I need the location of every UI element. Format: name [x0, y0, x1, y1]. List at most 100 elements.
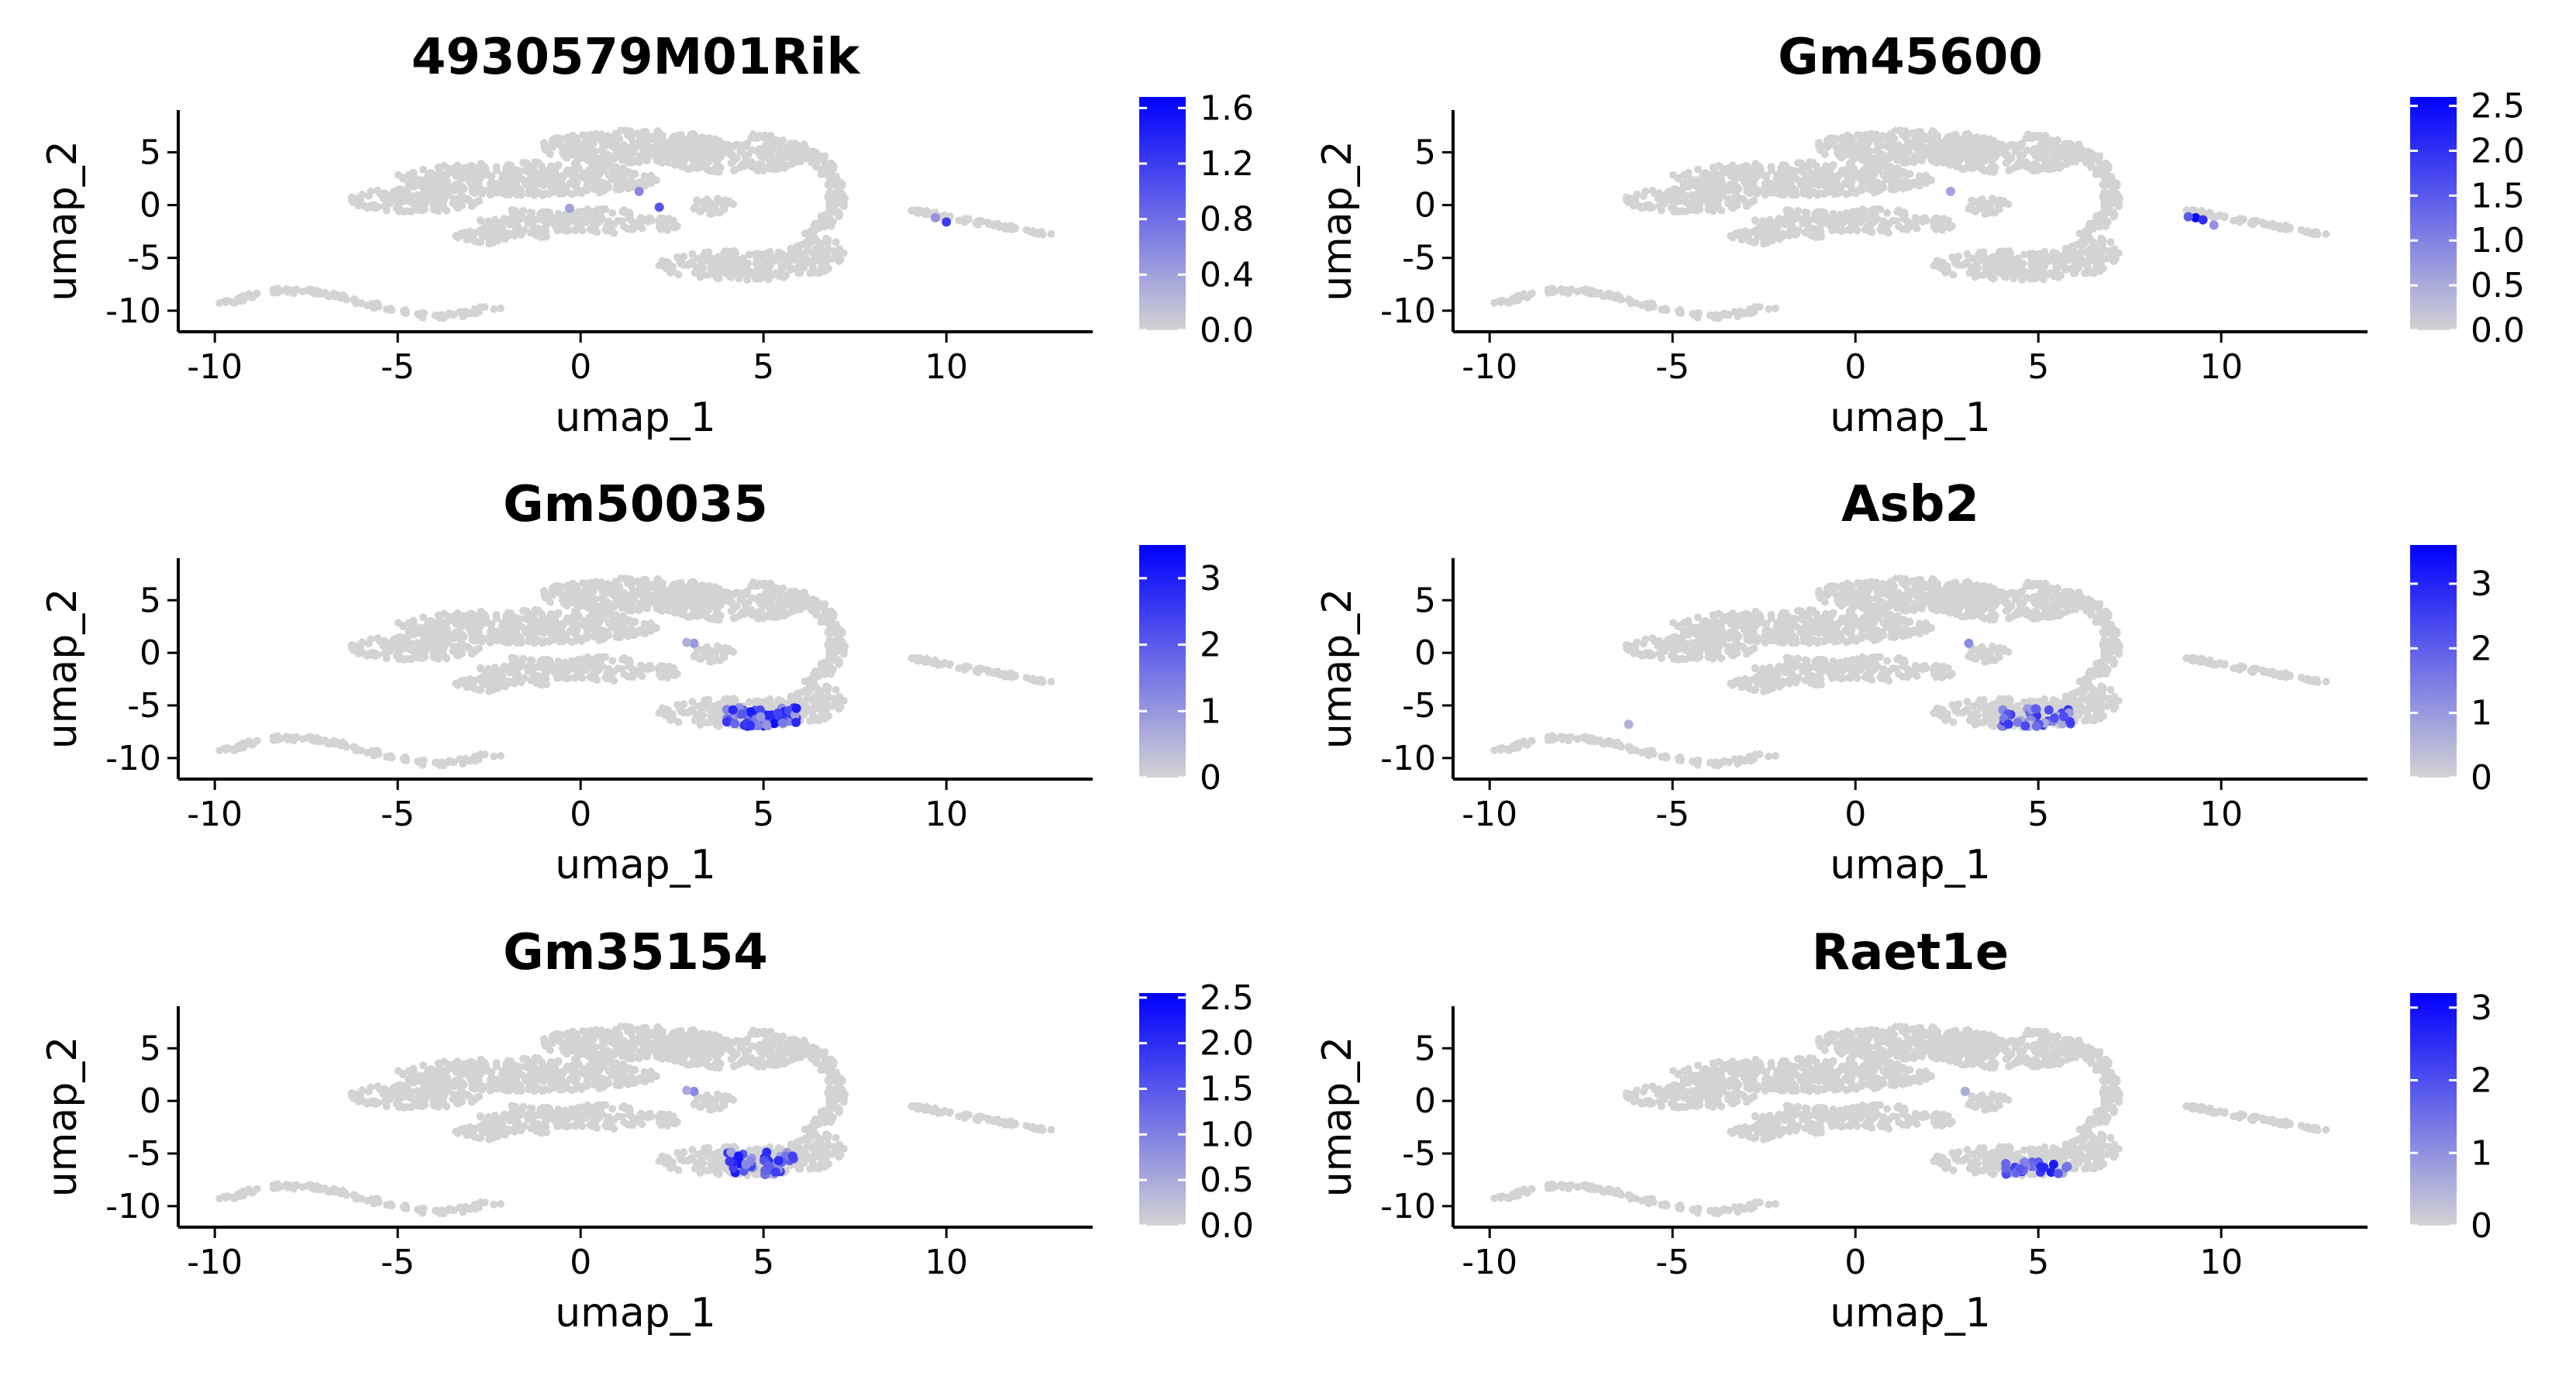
x-tick-label: 0	[570, 347, 591, 387]
cell-point	[467, 202, 476, 210]
cell-point	[1879, 171, 1888, 179]
cell-point	[1759, 217, 1767, 226]
cell-point	[581, 210, 590, 219]
cell-point	[733, 588, 742, 597]
cell-point	[604, 619, 613, 627]
cell-point	[484, 171, 493, 179]
cell-point	[541, 146, 549, 154]
cell-point	[553, 226, 562, 235]
cell-point	[740, 258, 749, 267]
cell-point	[385, 199, 394, 208]
cell-point	[807, 259, 815, 267]
cell-point	[725, 272, 734, 281]
cell-point	[1966, 205, 1975, 212]
x-tick-label: -5	[381, 347, 415, 387]
cell-point	[559, 171, 567, 180]
cell-point	[1868, 131, 1877, 140]
cell-point	[1964, 131, 1972, 140]
cell-point	[1641, 188, 1650, 195]
panel-title: Gm45600	[1778, 29, 2043, 86]
cell-point	[596, 630, 604, 639]
cell-point	[754, 250, 763, 258]
cell-point	[1808, 232, 1817, 240]
cell-point	[1922, 171, 1930, 180]
cell-point	[714, 166, 722, 174]
cell-point	[1841, 150, 1849, 159]
cell-point	[551, 176, 560, 185]
cell-point	[2061, 265, 2069, 274]
cell-point	[2089, 219, 2097, 227]
cell-point	[492, 166, 501, 174]
expressing-point	[2209, 220, 2219, 230]
cell-point	[1921, 150, 1930, 158]
cell-point	[760, 153, 768, 161]
x-tick-label: -10	[1462, 347, 1517, 387]
y-tick-label: -5	[1402, 239, 1436, 278]
cell-point	[627, 134, 635, 143]
cell-point	[1976, 256, 1985, 264]
cell-point	[611, 136, 620, 144]
cell-point	[1899, 214, 1908, 222]
cell-point	[814, 243, 822, 252]
cell-point	[1846, 226, 1855, 235]
cell-point	[1903, 225, 1912, 233]
cell-point	[1847, 176, 1855, 185]
cell-point	[1896, 126, 1905, 135]
cell-point	[633, 129, 642, 137]
cell-point	[703, 165, 711, 174]
cell-point	[2050, 139, 2058, 147]
cell-point	[1779, 229, 1787, 238]
cell-point	[515, 168, 523, 177]
cell-point	[666, 598, 675, 607]
cell-point	[1930, 222, 1938, 231]
cell-point	[421, 200, 429, 209]
cell-point	[1746, 167, 1755, 176]
cell-point	[1992, 152, 2000, 160]
cell-point	[646, 150, 655, 158]
cell-point	[714, 195, 721, 203]
cell-point	[528, 187, 536, 195]
cell-point	[479, 186, 487, 195]
cell-point	[443, 206, 451, 215]
cell-point	[2086, 157, 2095, 165]
cell-point	[630, 630, 639, 639]
cell-point	[677, 130, 685, 139]
cell-point	[1719, 191, 1727, 199]
cell-point	[775, 605, 783, 614]
cell-point	[494, 231, 503, 240]
cell-point	[1792, 174, 1800, 183]
cell-point	[456, 308, 464, 316]
cell-point	[534, 175, 542, 184]
cell-point	[625, 214, 633, 222]
cell-point	[1648, 203, 1657, 212]
cell-point	[1758, 233, 1767, 242]
cell-point	[828, 205, 837, 213]
expressing-point	[634, 186, 644, 196]
cell-point	[1741, 227, 1749, 236]
y-tick-label: 5	[139, 133, 161, 172]
cell-point	[662, 142, 670, 150]
cell-point	[620, 222, 629, 231]
cell-point	[825, 188, 834, 196]
cell-point	[513, 191, 522, 199]
cell-point	[800, 140, 808, 149]
cell-point	[1996, 196, 2004, 205]
cell-point	[732, 249, 740, 257]
cell-point	[1879, 133, 1887, 142]
cell-point	[745, 250, 753, 259]
cell-point	[1675, 191, 1684, 199]
cell-point	[655, 222, 663, 231]
cell-point	[2075, 140, 2083, 149]
cell-point	[1011, 223, 1019, 232]
cell-point	[549, 188, 557, 196]
cell-point	[667, 136, 676, 144]
cell-point	[504, 609, 512, 617]
x-tick-label: 0	[1844, 347, 1866, 387]
cell-point	[1657, 192, 1665, 201]
cell-point	[1879, 183, 1888, 191]
cell-point	[2085, 267, 2093, 275]
cell-point	[1954, 252, 1963, 260]
cell-point	[817, 170, 825, 178]
cell-point	[1648, 186, 1657, 195]
cell-point	[771, 269, 780, 278]
